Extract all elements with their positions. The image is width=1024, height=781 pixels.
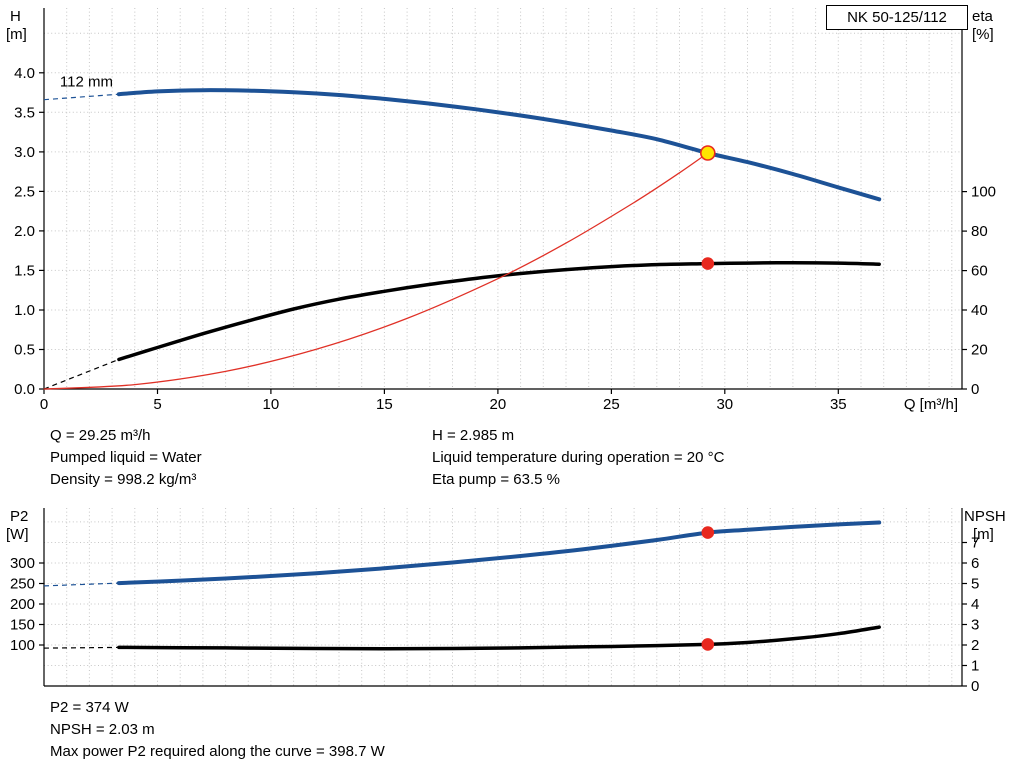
info-line-eta: Eta pump = 63.5 % [432,471,560,488]
p2-curve [116,520,882,586]
right-tick-label: 4 [971,596,979,613]
left-tick-label: 0.0 [14,381,35,398]
head-efficiency-chart: 0.0 0.5 1.0 1.5 2.0 2.5 3.0 3.5 4.0 0 20 40 60 80 100 0… [6,8,996,413]
duty-info-right: H = 2.985 m Liquid temperature during op… [432,425,724,491]
right-axis-label: eta [972,8,994,25]
left-axis-unit: [m] [6,26,27,43]
info-line-head: H = 2.985 m [432,427,515,444]
right-tick-label: 6 [971,555,979,572]
left-axis-label: P2 [10,508,28,525]
right-axis-unit: [m] [973,526,994,543]
right-tick-label: 3 [971,617,979,634]
info-line-flow: Q = 29.25 m³/h [50,427,151,444]
right-axis-unit: [%] [972,26,994,43]
left-tick-label: 2.0 [14,223,35,240]
right-tick-label: 100 [971,184,996,201]
left-tick-label: 0.5 [14,342,35,359]
power-npsh-chart: 100 150 200 250 300 0 1 2 3 4 5 6 7 P2[W] NPSH[m] [6,508,1006,695]
head-curve-112mm [116,88,882,202]
npsh-curve-lead [43,646,119,649]
right-tick-label: 1 [971,658,979,675]
info-line-density: Density = 998.2 kg/m³ [50,471,197,488]
right-tick-label: 40 [971,302,988,319]
x-tick-label: 15 [376,396,393,413]
x-tick-label: 10 [263,396,280,413]
right-tick-label: 2 [971,637,979,654]
left-axis-unit: [W] [6,526,29,543]
left-tick-label: 2.5 [14,183,35,200]
x-tick-label: 0 [40,396,48,413]
p2-point [701,526,715,539]
left-tick-label: 4.0 [14,65,35,82]
info-line-liquid: Pumped liquid = Water [50,449,202,466]
left-tick-label: 150 [10,617,35,634]
system-curve [43,152,709,390]
pump-model-label: NK 50-125/112 [847,9,947,26]
right-tick-label: 0 [971,381,979,398]
x-tick-label: 20 [490,396,507,413]
footer-line-npsh: NPSH = 2.03 m [50,721,155,738]
right-axis-label: NPSH [964,508,1006,525]
right-tick-label: 60 [971,263,988,280]
right-tick-label: 0 [971,678,979,695]
right-tick-label: 80 [971,223,988,240]
x-axis-label: Q [m³/h] [904,396,958,413]
efficiency-curve [117,260,881,362]
left-tick-label: 1.0 [14,302,35,319]
footer-line-p2: P2 = 374 W [50,699,129,716]
right-tick-label: 20 [971,342,988,359]
x-tick-label: 35 [830,396,847,413]
right-tick-label: 5 [971,576,979,593]
left-tick-label: 100 [10,637,35,654]
npsh-point [701,638,715,651]
left-tick-label: 1.5 [14,262,35,279]
left-tick-label: 250 [10,576,35,593]
x-tick-label: 25 [603,396,620,413]
left-axis-label: H [10,8,21,25]
npsh-curve [117,625,881,651]
p2-curve-lead [43,582,119,587]
x-tick-label: 5 [153,396,161,413]
efficiency-curve-lead [43,358,120,390]
result-footer: P2 = 374 W NPSH = 2.03 m Max power P2 re… [50,697,385,763]
footer-line-maxpower: Max power P2 required along the curve = … [50,743,385,760]
curve-label: 112 mm [60,73,113,90]
duty-point [699,145,716,161]
left-tick-label: 3.5 [14,104,35,121]
left-tick-label: 3.0 [14,144,35,161]
left-tick-label: 200 [10,596,35,613]
duty-info-left: Q = 29.25 m³/h Pumped liquid = Water Den… [50,425,202,491]
right-tick-label: 7 [971,535,979,552]
info-line-temperature: Liquid temperature during operation = 20… [432,449,725,466]
efficiency-point [701,257,715,270]
pump-model-box: NK 50-125/112 [826,5,968,30]
head-curve-112mm-lead [43,93,119,101]
left-tick-label: 300 [10,555,35,572]
x-tick-label: 30 [716,396,733,413]
